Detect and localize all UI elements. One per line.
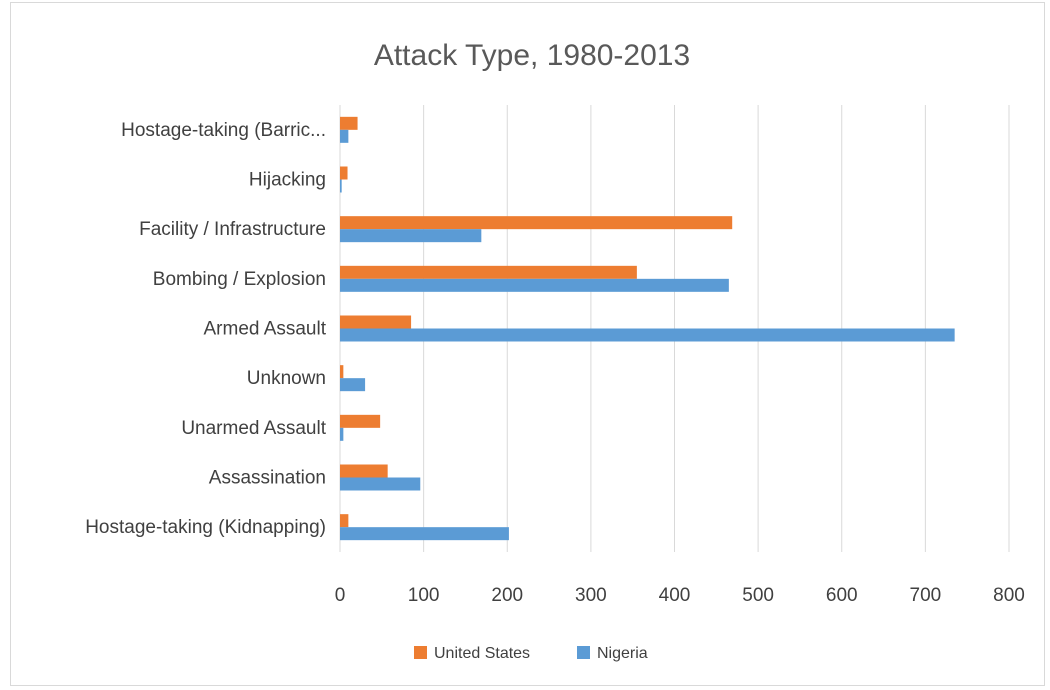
bar-nigeria xyxy=(340,378,366,392)
x-axis-ticks: 0 100 200 300 400 500 600 700 800 xyxy=(335,585,1025,606)
category-label: Hostage-taking (Kidnapping) xyxy=(85,517,326,538)
x-tick-label: 200 xyxy=(491,585,523,606)
category-label: Armed Assault xyxy=(204,319,327,340)
category-label: Hostage-taking (Barric... xyxy=(121,120,326,141)
bar-nigeria xyxy=(340,427,344,441)
x-tick-label: 700 xyxy=(910,585,942,606)
chart-canvas: Attack Type, 1980-2013 Hostage-taking (B… xyxy=(85,39,1025,662)
bar-united-states xyxy=(340,464,388,478)
category-label: Unarmed Assault xyxy=(181,418,326,439)
x-tick-label: 0 xyxy=(335,585,346,606)
x-tick-label: 300 xyxy=(575,585,607,606)
legend-swatch-united-states xyxy=(414,646,427,659)
legend-swatch-nigeria xyxy=(577,646,590,659)
bar-united-states xyxy=(340,365,344,379)
bar-united-states xyxy=(340,265,637,279)
category-label: Unknown xyxy=(247,368,326,389)
category-labels: Hostage-taking (Barric... Hijacking Facili… xyxy=(85,120,327,538)
category-label: Assassination xyxy=(209,468,326,489)
x-tick-label: 800 xyxy=(993,585,1025,606)
bar-nigeria xyxy=(340,328,955,342)
bar-united-states xyxy=(340,216,733,230)
bar-united-states xyxy=(340,116,358,130)
chart-area: Attack Type, 1980-2013 Hostage-taking (B… xyxy=(10,2,1045,686)
x-tick-label: 100 xyxy=(408,585,440,606)
bar-united-states xyxy=(340,166,348,180)
x-tick-label: 500 xyxy=(742,585,774,606)
category-label: Bombing / Explosion xyxy=(153,269,326,290)
x-tick-label: 400 xyxy=(659,585,691,606)
bar-nigeria xyxy=(340,477,421,491)
bar-nigeria xyxy=(340,527,509,541)
bar-united-states xyxy=(340,414,381,428)
bar-nigeria xyxy=(340,229,482,243)
legend-label: United States xyxy=(434,645,530,662)
bar-united-states xyxy=(340,514,349,528)
bar-united-states xyxy=(340,315,412,329)
bars xyxy=(340,116,955,541)
x-tick-label: 600 xyxy=(826,585,858,606)
legend: United States Nigeria xyxy=(414,645,648,662)
legend-label: Nigeria xyxy=(597,645,648,662)
chart-title: Attack Type, 1980-2013 xyxy=(374,39,690,72)
bar-nigeria xyxy=(340,179,342,193)
bar-nigeria xyxy=(340,278,729,292)
category-label: Facility / Infrastructure xyxy=(139,219,326,240)
bar-nigeria xyxy=(340,129,349,143)
category-label: Hijacking xyxy=(249,170,326,191)
